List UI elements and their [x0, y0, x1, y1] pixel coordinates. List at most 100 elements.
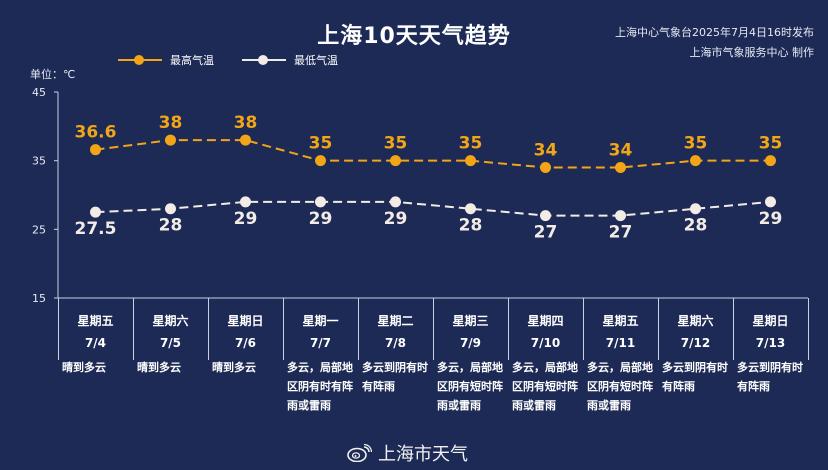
weibo-icon: [347, 444, 372, 462]
weekday-label: 星期日: [227, 314, 264, 328]
legend-low: 最低气温: [242, 52, 338, 68]
legend-low-label: 最低气温: [294, 54, 338, 67]
y-tick-label: 35: [32, 155, 46, 168]
high-temp-label: 35: [459, 134, 483, 154]
date-label: 7/10: [530, 336, 561, 350]
date-label: 7/13: [755, 336, 786, 350]
y-tick-label: 25: [32, 223, 46, 236]
column-divider: [508, 298, 509, 360]
weekday-label: 星期二: [377, 314, 414, 328]
weekday-label: 星期日: [752, 314, 789, 328]
y-axis-unit: 单位：℃: [30, 68, 76, 81]
weather-description: 晴到多云: [62, 361, 106, 374]
weekday-label: 星期四: [527, 314, 564, 328]
legend-high-marker: [118, 55, 162, 65]
low-temp-point: [765, 196, 776, 208]
weekday-label: 星期五: [77, 314, 114, 328]
high-temp-point: [90, 144, 101, 156]
high-temp-label: 35: [684, 134, 708, 154]
low-temp-point: [465, 203, 476, 215]
high-temp-label: 35: [384, 134, 408, 154]
high-temp-point: [390, 155, 401, 167]
forecast-day-column: 星期六 7/12 多云到阴有时有阵雨: [658, 298, 733, 446]
high-temp-label: 35: [309, 134, 333, 154]
high-temp-point: [315, 155, 326, 167]
date-label: 7/5: [159, 336, 182, 350]
date-label: 7/7: [309, 336, 332, 350]
weather-description: 多云到阴有时有阵雨: [737, 361, 803, 393]
footer-text: 上海市天气: [378, 444, 468, 465]
low-temp-point: [390, 196, 401, 208]
weather-description: 多云，局部地区阴有短时阵雨或雷雨: [587, 361, 653, 412]
producer-line: 上海市气象服务中心 制作: [689, 46, 815, 59]
weekday-label: 星期六: [152, 314, 189, 328]
footer: 上海市天气: [346, 440, 468, 466]
column-divider: [58, 298, 59, 360]
low-temp-label: 27: [609, 223, 633, 243]
column-divider: [283, 298, 284, 360]
legend-high: 最高气温: [118, 52, 214, 68]
low-temp-label: 29: [309, 209, 333, 229]
column-divider: [358, 298, 359, 360]
forecast-day-column: 星期二 7/8 多云到阴有时有阵雨: [358, 298, 433, 446]
low-temp-point: [615, 210, 626, 222]
high-temp-label: 34: [609, 141, 633, 161]
high-temp-point: [615, 162, 626, 174]
high-temp-point: [540, 162, 551, 174]
legend-low-marker: [242, 55, 286, 65]
low-temp-point: [690, 203, 701, 215]
low-temp-point: [90, 206, 101, 218]
high-temp-label: 35: [759, 134, 783, 154]
weekday-label: 星期六: [677, 314, 714, 328]
low-temp-label: 27: [534, 223, 558, 243]
low-temp-point: [240, 196, 251, 208]
date-label: 7/6: [234, 336, 257, 350]
high-temp-point: [765, 155, 776, 167]
high-temp-line: [95, 139, 771, 169]
low-temp-label: 29: [384, 209, 408, 229]
weekday-label: 星期一: [302, 314, 339, 328]
high-temp-label: 34: [534, 141, 558, 161]
weather-description: 晴到多云: [137, 361, 181, 374]
high-temp-point: [465, 155, 476, 167]
low-temp-label: 29: [759, 209, 783, 229]
high-temp-label: 36.6: [75, 123, 117, 143]
high-temp-point: [690, 155, 701, 167]
forecast-day-column: 星期五 7/4 晴到多云: [58, 298, 133, 446]
publisher-line: 上海中心气象台2025年7月4日16时发布: [615, 26, 814, 39]
y-tick-label: 15: [32, 292, 46, 305]
high-temp-point: [165, 134, 176, 146]
weather-description: 多云到阴有时有阵雨: [362, 361, 428, 393]
chart-title: 上海10天天气趋势: [317, 24, 511, 49]
low-temp-point: [315, 196, 326, 208]
low-temp-point: [165, 203, 176, 215]
weekday-label: 星期三: [452, 314, 489, 328]
weekday-label: 星期五: [602, 314, 639, 328]
date-label: 7/8: [384, 336, 407, 350]
forecast-day-column: 星期五 7/11 多云，局部地区阴有短时阵雨或雷雨: [583, 298, 658, 446]
column-divider: [433, 298, 434, 360]
date-label: 7/9: [459, 336, 482, 350]
forecast-day-column: 星期三 7/9 多云，局部地区阴有短时阵雨或雷雨: [433, 298, 508, 446]
low-temp-line: [95, 200, 771, 217]
column-divider: [208, 298, 209, 360]
column-divider: [658, 298, 659, 360]
column-divider: [133, 298, 134, 360]
weather-description: 多云，局部地区阴有短时阵雨或雷雨: [437, 361, 503, 412]
date-label: 7/11: [605, 336, 636, 350]
low-temp-label: 28: [159, 216, 183, 236]
date-label: 7/12: [680, 336, 711, 350]
low-temp-label: 28: [459, 216, 483, 236]
low-temp-label: 29: [234, 209, 258, 229]
column-divider: [583, 298, 584, 360]
high-temp-label: 38: [159, 113, 183, 133]
column-divider: [808, 298, 809, 360]
y-tick-label: 45: [32, 86, 46, 99]
weather-description: 多云到阴有时有阵雨: [662, 361, 728, 393]
forecast-day-column: 星期日 7/6 晴到多云: [208, 298, 283, 446]
legend: 最高气温 最低气温: [118, 52, 366, 68]
forecast-day-column: 星期四 7/10 多云，局部地区阴有短时阵雨或雷雨: [508, 298, 583, 446]
low-temp-label: 27.5: [75, 219, 117, 239]
column-divider: [733, 298, 734, 360]
